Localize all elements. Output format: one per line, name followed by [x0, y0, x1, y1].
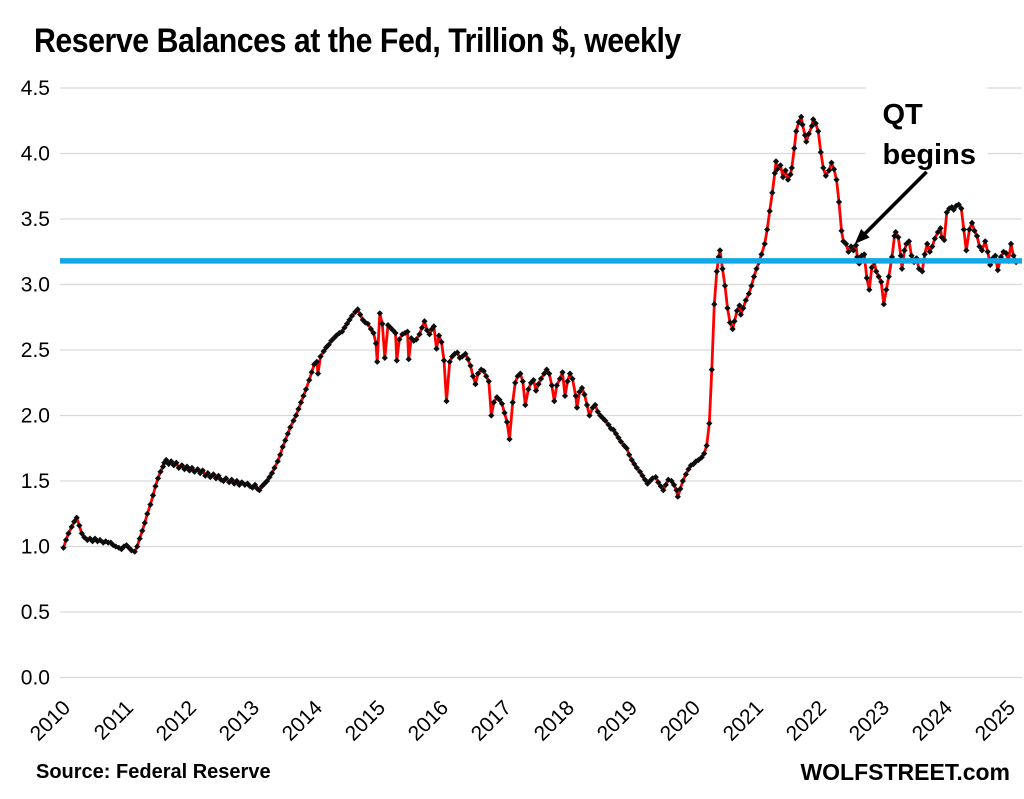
svg-text:begins: begins [883, 139, 976, 171]
svg-text:1.0: 1.0 [21, 536, 50, 559]
chart-title: Reserve Balances at the Fed, Trillion $,… [34, 22, 681, 60]
svg-text:2016: 2016 [404, 696, 453, 745]
source-note: Source: Federal Reserve [36, 761, 271, 783]
svg-text:2020: 2020 [656, 696, 705, 745]
svg-text:2013: 2013 [215, 696, 264, 745]
svg-text:4.5: 4.5 [21, 77, 50, 100]
svg-text:2018: 2018 [530, 696, 579, 745]
svg-text:2014: 2014 [278, 696, 328, 746]
y-gridlines [60, 87, 1022, 679]
svg-text:0.5: 0.5 [21, 601, 50, 624]
svg-text:2024: 2024 [908, 696, 958, 746]
y-axis-labels: 0.0 0.5 1.0 1.5 2.0 2.5 3.0 3.5 4.0 4.5 [21, 77, 50, 690]
svg-text:1.5: 1.5 [21, 470, 50, 493]
annotation-arrowhead [854, 229, 870, 244]
svg-text:2023: 2023 [845, 696, 894, 745]
svg-text:2021: 2021 [719, 696, 768, 745]
svg-text:2015: 2015 [341, 696, 390, 745]
svg-text:4.0: 4.0 [21, 143, 50, 166]
svg-text:2.5: 2.5 [21, 339, 50, 362]
svg-text:QT: QT [883, 99, 924, 131]
svg-text:2017: 2017 [467, 696, 516, 745]
brand-watermark: WOLFSTREET.com [800, 759, 1010, 785]
svg-text:2019: 2019 [593, 696, 642, 745]
svg-text:2.0: 2.0 [21, 405, 50, 428]
svg-text:0.0: 0.0 [21, 667, 50, 690]
series-data-point-markers [60, 113, 1020, 555]
series-line-reserve-balances [62, 115, 1018, 554]
svg-text:2010: 2010 [26, 696, 75, 745]
svg-text:2022: 2022 [782, 696, 831, 745]
annotation-text: QT begins [883, 99, 976, 171]
svg-text:2011: 2011 [90, 696, 138, 744]
x-axis-labels: 2010 2011 2012 2013 2014 2015 2016 2017 2018 2019… [26, 696, 1020, 746]
annotation-arrow-line [859, 170, 928, 239]
svg-text:2025: 2025 [971, 696, 1020, 745]
svg-text:3.0: 3.0 [21, 274, 50, 297]
annotation-qt-begins: QT begins [854, 82, 988, 244]
svg-text:3.5: 3.5 [21, 208, 50, 231]
svg-text:2012: 2012 [152, 696, 201, 745]
